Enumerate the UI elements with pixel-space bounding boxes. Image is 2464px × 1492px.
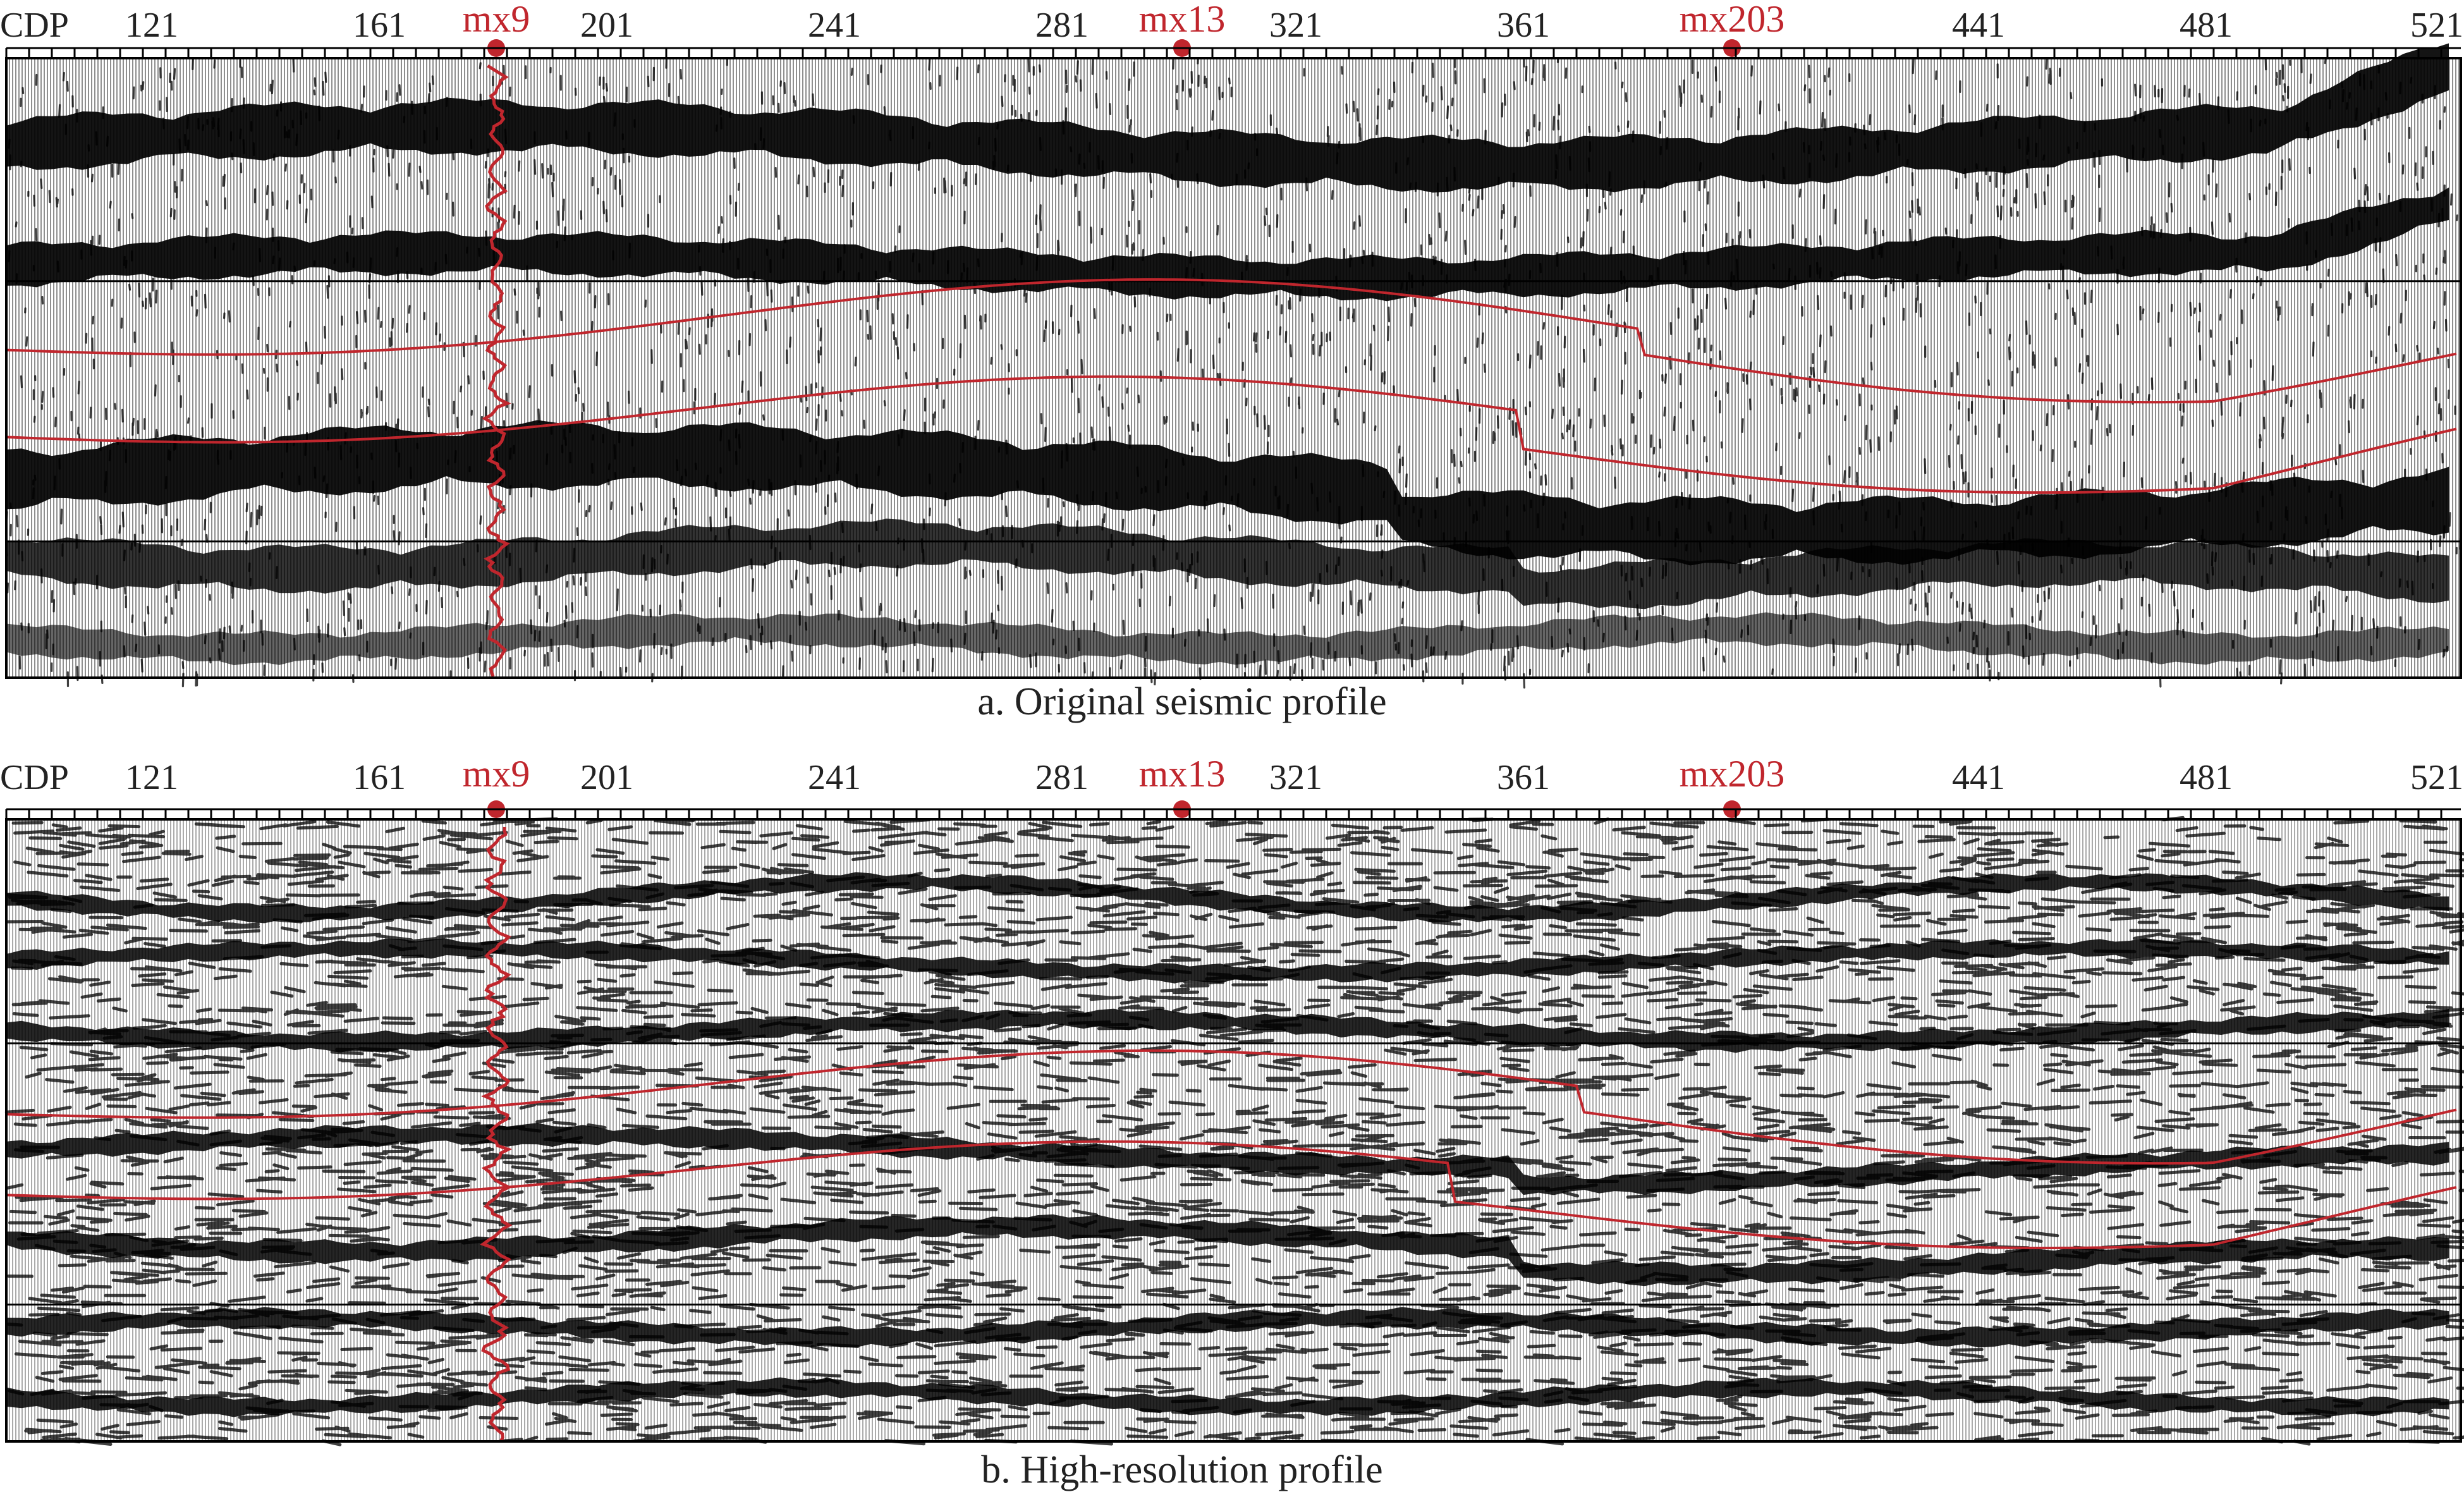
cdp-tick: 161 [353, 6, 406, 45]
cdp-tick: 201 [580, 6, 633, 45]
well-labels: mx9 mx13 mx203 [463, 753, 1785, 795]
panel-a: CDP 121 161 201 241 281 321 361 441 481 … [0, 0, 2463, 723]
cdp-tick: 281 [1035, 758, 1089, 797]
panel-caption-a: a. Original seismic profile [977, 680, 1386, 723]
cdp-tick: 121 [125, 6, 178, 45]
cdp-ticks: 121 161 201 241 281 321 361 441 481 521 [125, 6, 2463, 45]
cdp-tick: 241 [808, 758, 861, 797]
seismic-section-original [5, 43, 2462, 689]
cdp-ticks: 121 161 201 241 281 321 361 441 481 521 [125, 758, 2463, 797]
cdp-tick: 361 [1497, 758, 1550, 797]
cdp-tick: 281 [1035, 6, 1089, 45]
cdp-tick: 481 [2180, 6, 2233, 45]
cdp-tick: 241 [808, 6, 861, 45]
cdp-tick: 521 [2410, 6, 2463, 45]
cdp-tick: 121 [125, 758, 178, 797]
cdp-tick: 481 [2180, 758, 2233, 797]
well-label-mx203: mx203 [1680, 0, 1785, 40]
panel-caption-b: b. High-resolution profile [981, 1448, 1382, 1491]
well-labels: mx9 mx13 mx203 [463, 0, 1785, 40]
cdp-tick: 441 [1952, 6, 2005, 45]
cdp-tick: 521 [2410, 758, 2463, 797]
panel-b: CDP 121 161 201 241 281 321 361 441 481 … [0, 753, 2464, 1491]
seismic-section-high-resolution [4, 808, 2464, 1446]
well-label-mx13: mx13 [1139, 753, 1226, 795]
cdp-axis-label: CDP [0, 6, 69, 45]
cdp-tick: 161 [353, 758, 406, 797]
cdp-tick: 201 [580, 758, 633, 797]
cdp-tick: 321 [1269, 6, 1322, 45]
well-label-mx9: mx9 [463, 753, 530, 795]
cdp-tick: 361 [1497, 6, 1550, 45]
well-label-mx13: mx13 [1139, 0, 1226, 40]
cdp-tick: 321 [1269, 758, 1322, 797]
cdp-tick: 441 [1952, 758, 2005, 797]
well-label-mx9: mx9 [463, 0, 530, 40]
cdp-axis-label: CDP [0, 758, 69, 797]
well-label-mx203: mx203 [1680, 753, 1785, 795]
